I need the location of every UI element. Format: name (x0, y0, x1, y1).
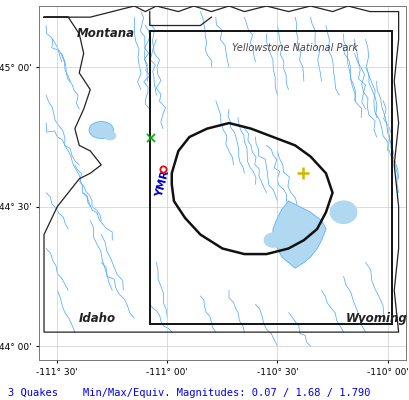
Text: 3 Quakes    Min/Max/Equiv. Magnitudes: 0.07 / 1.68 / 1.790: 3 Quakes Min/Max/Equiv. Magnitudes: 0.07… (8, 388, 370, 398)
Polygon shape (272, 201, 325, 268)
Bar (149, 31, 391, 324)
Text: Idaho: Idaho (78, 312, 115, 325)
Text: YMR: YMR (154, 170, 171, 199)
Polygon shape (89, 122, 113, 138)
Text: Montana: Montana (76, 27, 135, 40)
Text: Wyoming: Wyoming (345, 312, 407, 325)
Polygon shape (104, 132, 115, 140)
Polygon shape (264, 233, 281, 247)
Polygon shape (330, 201, 356, 224)
Text: Yellowstone National Park: Yellowstone National Park (231, 43, 357, 53)
